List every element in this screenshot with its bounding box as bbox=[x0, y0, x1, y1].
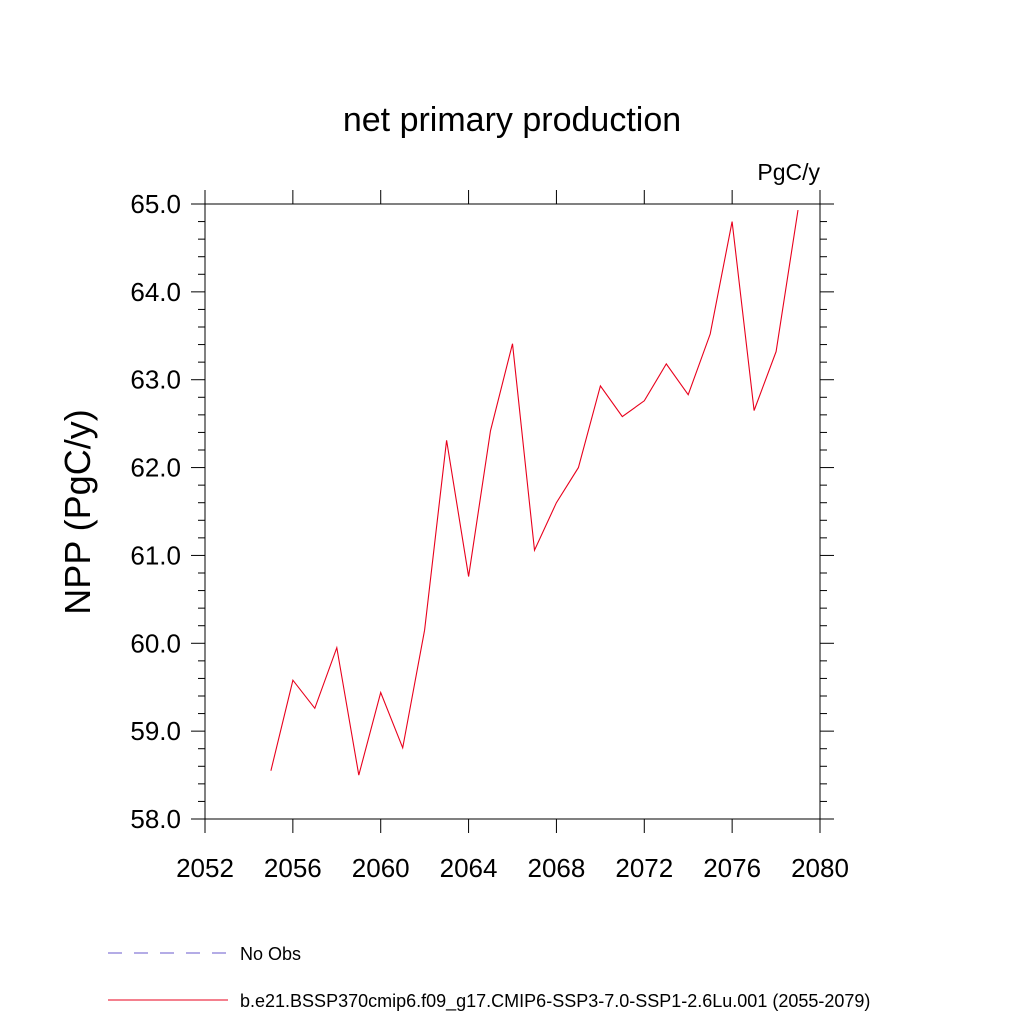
x-tick-label: 2080 bbox=[791, 853, 849, 883]
y-tick-label: 62.0 bbox=[130, 453, 181, 483]
series-lines bbox=[270, 210, 799, 776]
x-tick-label: 2056 bbox=[264, 853, 322, 883]
x-tick-label: 2076 bbox=[703, 853, 761, 883]
y-tick-label: 65.0 bbox=[130, 189, 181, 219]
x-tick-label: 2052 bbox=[176, 853, 234, 883]
legend-label: No Obs bbox=[240, 944, 301, 964]
axes: 2052 2056 2060 2064 2068 2072 2076 2080 58.0 59.0… bbox=[130, 189, 849, 883]
chart-title: net primary production bbox=[343, 101, 681, 139]
x-tick-label: 2072 bbox=[615, 853, 673, 883]
y-axis-label: NPP (PgC/y) bbox=[57, 409, 98, 614]
x-tick-label: 2060 bbox=[352, 853, 410, 883]
series-line bbox=[270, 210, 799, 776]
units-label: PgC/y bbox=[757, 159, 820, 185]
y-tick-label: 63.0 bbox=[130, 365, 181, 395]
legend: No Obs b.e21.BSSP370cmip6.f09_g17.CMIP6-S… bbox=[108, 944, 870, 1012]
legend-label: b.e21.BSSP370cmip6.f09_g17.CMIP6-SSP3-7.… bbox=[240, 991, 870, 1012]
y-tick-label: 61.0 bbox=[130, 540, 181, 570]
y-tick-label: 60.0 bbox=[130, 628, 181, 658]
x-tick-label: 2068 bbox=[528, 853, 586, 883]
x-tick-label: 2064 bbox=[440, 853, 498, 883]
y-tick-label: 64.0 bbox=[130, 277, 181, 307]
plot-frame bbox=[204, 203, 821, 820]
y-tick-label: 59.0 bbox=[130, 716, 181, 746]
y-tick-label: 58.0 bbox=[130, 804, 181, 834]
